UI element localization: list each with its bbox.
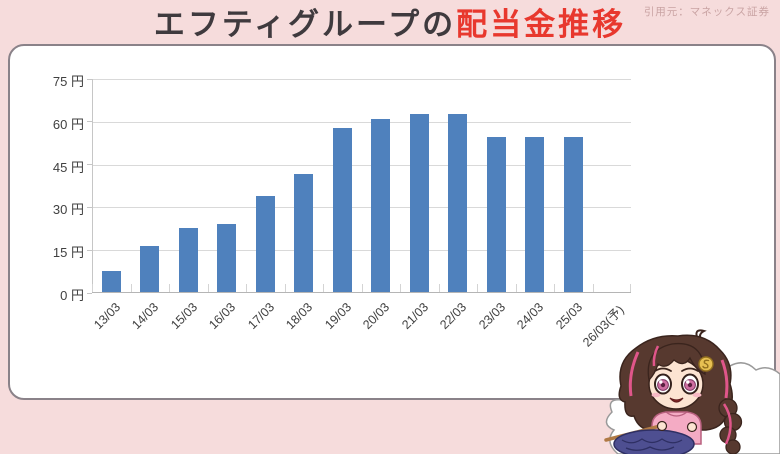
y-axis-tick xyxy=(87,121,92,123)
x-axis-label: 21/03 xyxy=(399,300,432,333)
x-axis-tick xyxy=(130,284,132,292)
gridline xyxy=(92,250,631,252)
x-axis-label: 15/03 xyxy=(168,300,201,333)
y-axis-tick xyxy=(87,292,92,294)
gridline xyxy=(92,79,631,80)
x-axis-tick xyxy=(515,284,517,292)
x-axis-tick xyxy=(207,284,209,292)
y-axis-tick xyxy=(87,249,92,251)
x-axis-tick xyxy=(169,284,170,292)
x-axis-label: 23/03 xyxy=(476,300,509,333)
x-axis-tick xyxy=(400,284,401,292)
bar-21/03 xyxy=(409,113,429,292)
x-axis-tick xyxy=(361,284,363,292)
y-axis-label: 60 円 xyxy=(52,116,84,132)
x-axis-tick xyxy=(92,284,93,292)
gridline xyxy=(92,207,631,209)
dividend-bar-chart: 0 円 15 円 30 円 45 円 60 円 75 円 13/03 14/03 15/03 16… xyxy=(53,74,631,350)
bar-19/03 xyxy=(332,127,352,292)
y-axis-tick xyxy=(87,206,92,208)
y-axis-label: 45 円 xyxy=(52,159,84,175)
y-axis-label: 0 円 xyxy=(60,288,84,303)
y-axis-label: 30 円 xyxy=(52,202,84,218)
mascot-bangs xyxy=(647,342,706,382)
bar-23/03 xyxy=(486,136,506,292)
x-axis-tick xyxy=(592,284,594,292)
page-title-accent: 配当金推移 xyxy=(456,7,627,42)
bar-15/03 xyxy=(178,227,198,292)
bar-20/03 xyxy=(371,119,391,292)
bar-17/03 xyxy=(255,195,275,292)
x-axis-tick xyxy=(554,284,555,292)
x-axis-label: 25/03 xyxy=(553,300,586,333)
knitting-yarn xyxy=(613,429,695,454)
gridline xyxy=(92,121,631,123)
bar-13/03 xyxy=(101,270,121,292)
source-attribution: 引用元：マネックス証券 xyxy=(643,6,770,18)
bar-22/03 xyxy=(448,113,468,292)
bar-18/03 xyxy=(294,174,314,292)
x-axis-tick xyxy=(630,284,631,292)
x-axis-line xyxy=(92,292,631,293)
x-axis-tick xyxy=(323,284,324,292)
bar-14/03 xyxy=(140,245,160,292)
bar-25/03 xyxy=(563,136,583,292)
y-axis-label: 75 円 xyxy=(52,74,84,89)
x-axis-label: 19/03 xyxy=(322,300,355,333)
x-axis-label: 14/03 xyxy=(129,300,162,333)
bar-16/03 xyxy=(217,224,237,292)
x-axis-tick xyxy=(284,284,286,292)
y-axis-tick xyxy=(87,164,92,166)
x-axis-label: 24/03 xyxy=(514,300,547,333)
bar-24/03 xyxy=(525,136,545,292)
y-axis-tick xyxy=(87,78,92,80)
x-axis-label: 16/03 xyxy=(206,300,239,333)
y-axis-line xyxy=(92,79,93,293)
mascot-mouth xyxy=(669,397,684,403)
x-axis-label: 22/03 xyxy=(437,300,470,333)
page-title-main: エフティグループの xyxy=(153,7,457,42)
knitting-girl-illustration xyxy=(604,329,780,454)
x-axis-tick xyxy=(246,284,247,292)
x-axis-label: 18/03 xyxy=(283,300,316,333)
x-axis-label: 13/03 xyxy=(91,300,124,333)
x-axis-tick xyxy=(477,284,478,292)
coin-hairpin-icon xyxy=(698,356,714,372)
x-axis-label: 17/03 xyxy=(245,300,278,333)
mascot-eyes xyxy=(654,373,699,395)
page-title: エフティグループの配当金推移 xyxy=(0,5,780,45)
x-axis-label: 20/03 xyxy=(360,300,393,333)
mascot-illustration xyxy=(598,326,780,454)
mascot-braid xyxy=(718,398,743,454)
gridline xyxy=(92,164,631,166)
y-axis-label: 15 円 xyxy=(52,245,84,261)
x-axis-tick xyxy=(438,284,440,292)
